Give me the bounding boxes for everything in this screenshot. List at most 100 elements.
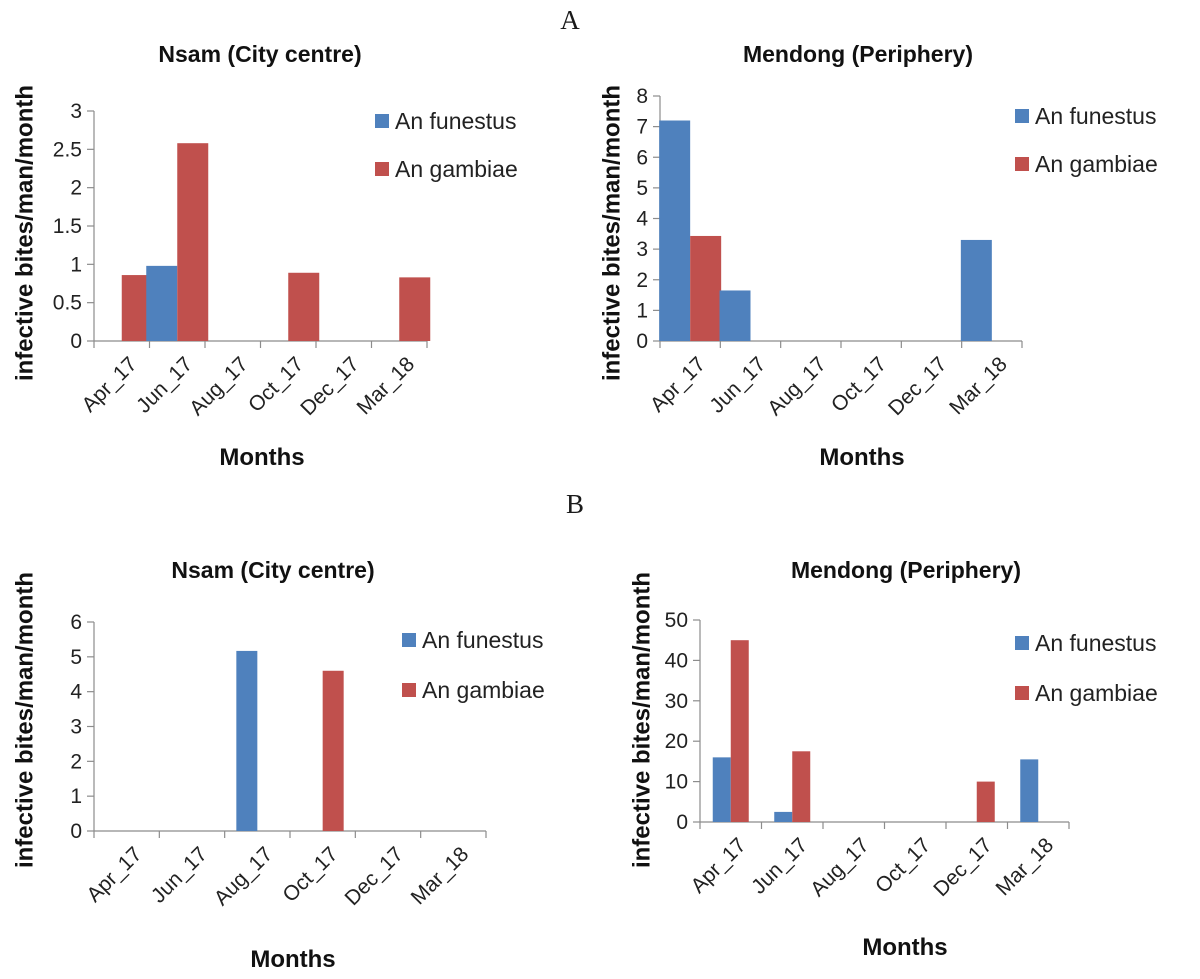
legend-swatch-an-gambiae — [402, 683, 416, 697]
y-tick-label: 0 — [636, 330, 648, 353]
chart-2: Mendong (Periphery) 0 1 2 3 4 5 6 7 8 Apr_17Jun_17… — [598, 41, 1157, 471]
x-tick-label: Mar_18 — [353, 353, 420, 420]
x-axis-title: Months — [819, 444, 904, 471]
y-tick-label: 1.5 — [53, 215, 82, 238]
legend-swatch-an-funestus — [1015, 636, 1029, 650]
x-tick-label: Jun_17 — [705, 353, 770, 418]
y-tick-label: 1 — [636, 299, 648, 322]
y-axis-title: infective bites/man/month — [598, 85, 625, 381]
chart-title: Nsam (City centre) — [158, 41, 361, 67]
x-tick-label: Dec_17 — [884, 353, 951, 420]
chart-4: Mendong (Periphery) 0 10 20 30 40 50 Apr_17Jun_… — [628, 557, 1157, 961]
y-tick-label: 0.5 — [53, 292, 82, 315]
legend-swatch-an-gambiae — [375, 162, 389, 176]
x-tick-label: Dec_17 — [929, 834, 996, 901]
legend-swatch-an-funestus — [375, 114, 389, 128]
legend-label: An funestus — [1035, 103, 1156, 129]
legend-label: An gambiae — [1035, 151, 1158, 177]
x-tick-label: Jun_17 — [132, 353, 197, 418]
legend-label: An gambiae — [1035, 680, 1158, 706]
y-tick-label: 40 — [665, 649, 688, 672]
y-axis-title: infective bites/man/month — [628, 572, 655, 868]
bar-an-gambiae-jun_17 — [177, 143, 209, 341]
chart-1: Nsam (City centre) 0 0.5 1 1.5 2 2.5 3 Apr_17Jun… — [11, 41, 517, 471]
y-tick-label: 7 — [636, 116, 648, 139]
x-tick-label: Apr_17 — [687, 834, 751, 898]
x-tick-label: Aug_17 — [806, 834, 873, 901]
x-tick-label: Jun_17 — [747, 834, 812, 899]
y-tick-label: 20 — [665, 730, 688, 753]
y-tick-label: 0 — [676, 811, 688, 834]
x-tick-label: Jun_17 — [147, 843, 212, 908]
legend-label: An funestus — [422, 627, 543, 653]
x-axis-title: Months — [219, 444, 304, 471]
y-tick-label: 10 — [665, 771, 688, 794]
y-tick-label: 30 — [665, 690, 688, 713]
y-tick-label: 6 — [636, 146, 648, 169]
y-tick-label: 3 — [70, 100, 82, 123]
x-tick-label: Apr_17 — [646, 353, 710, 417]
y-tick-label: 1 — [70, 785, 82, 808]
y-tick-label: 3 — [70, 716, 82, 739]
bar-an-funestus-mar_18 — [960, 239, 992, 341]
legend-label: An gambiae — [422, 677, 545, 703]
legend-swatch-an-gambiae — [1015, 157, 1029, 171]
bar-an-gambiae-oct_17 — [322, 670, 344, 831]
y-tick-label: 2 — [636, 269, 648, 292]
x-tick-label: Aug_17 — [185, 353, 252, 420]
y-tick-label: 3 — [636, 238, 648, 261]
x-tick-label: Dec_17 — [296, 353, 363, 420]
y-tick-label: 4 — [636, 208, 648, 231]
legend-label: An gambiae — [395, 156, 518, 182]
bar-an-funestus-jun_17 — [719, 290, 751, 341]
legend-label: An funestus — [1035, 630, 1156, 656]
x-tick-label: Apr_17 — [82, 843, 146, 907]
y-tick-label: 0 — [70, 820, 82, 843]
y-tick-label: 2 — [70, 177, 82, 200]
legend-label: An funestus — [395, 108, 516, 134]
y-tick-label: 5 — [70, 646, 82, 669]
legend-swatch-an-funestus — [1015, 109, 1029, 123]
y-axis-title: infective bites/man/month — [11, 572, 38, 868]
charts-container: Nsam (City centre)00.511.522.53Apr_17Jun… — [11, 41, 1157, 973]
y-tick-label: 4 — [70, 681, 82, 704]
y-tick-label: 8 — [636, 85, 648, 108]
x-tick-label: Mar_18 — [407, 843, 474, 910]
chart-3: Nsam (City centre) 0 1 2 3 4 5 6 Apr_17 Jun_17Aug… — [11, 557, 544, 973]
y-tick-label: 5 — [636, 177, 648, 200]
bar-an-funestus-aug_17 — [236, 650, 258, 831]
x-tick-label: Oct_17 — [278, 843, 342, 907]
chart-title: Nsam (City centre) — [171, 557, 374, 583]
y-tick-label: 2.5 — [53, 138, 82, 161]
x-tick-label: Mar_18 — [945, 353, 1012, 420]
bar-an-funestus-apr_17 — [659, 120, 691, 341]
bar-an-gambiae-jun_17 — [792, 751, 811, 822]
legend-swatch-an-gambiae — [1015, 686, 1029, 700]
x-tick-label: Aug_17 — [763, 353, 830, 420]
bar-an-funestus-apr_17 — [712, 757, 731, 822]
bar-an-funestus-jun_17 — [774, 811, 793, 822]
x-axis-title: Months — [862, 934, 947, 961]
x-tick-label: Mar_18 — [992, 834, 1059, 901]
y-axis-title: infective bites/man/month — [11, 85, 38, 381]
panel-label-a: A — [560, 5, 580, 35]
x-tick-label: Oct_17 — [871, 834, 935, 898]
bar-an-funestus-mar_18 — [1020, 759, 1039, 822]
bar-an-gambiae-apr_17 — [730, 640, 749, 822]
bar-an-gambiae-oct_17 — [288, 272, 320, 341]
chart-title: Mendong (Periphery) — [743, 41, 973, 67]
x-tick-label: Dec_17 — [340, 843, 407, 910]
x-axis-title: Months — [250, 946, 335, 973]
y-tick-label: 6 — [70, 611, 82, 634]
x-tick-label: Apr_17 — [78, 353, 142, 417]
y-tick-label: 50 — [665, 609, 688, 632]
legend-swatch-an-funestus — [402, 633, 416, 647]
y-tick-label: 1 — [70, 253, 82, 276]
panel-label-b: B — [566, 489, 584, 519]
x-tick-label: Oct_17 — [827, 353, 891, 417]
y-tick-label: 2 — [70, 750, 82, 773]
y-tick-label: 0 — [70, 330, 82, 353]
chart-title: Mendong (Periphery) — [791, 557, 1021, 583]
x-tick-label: Aug_17 — [210, 843, 277, 910]
